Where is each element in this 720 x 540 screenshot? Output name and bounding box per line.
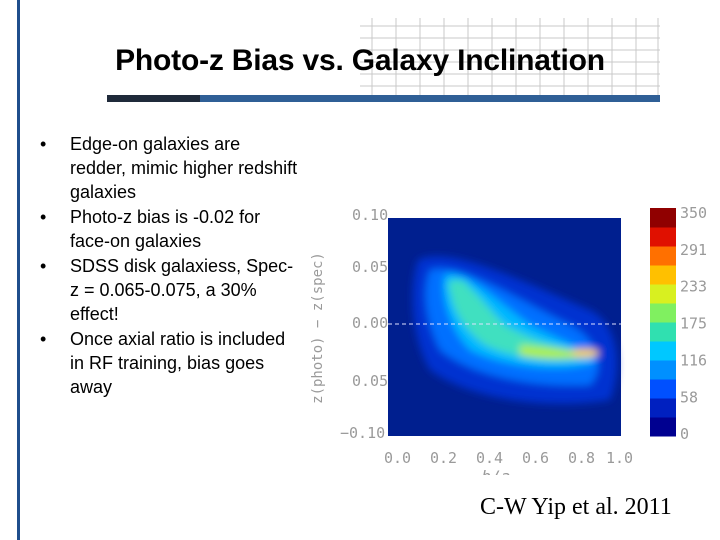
colorbar-tick-label: 233: [680, 278, 707, 296]
bullet-item: • SDSS disk galaxiess, Spec-z = 0.065-0.0…: [40, 256, 294, 324]
bullet-glyph: •: [40, 207, 47, 227]
title-underline-dark: [107, 95, 200, 102]
colorbar-tick-label: 58: [680, 388, 698, 406]
slide-title: Photo-z Bias vs. Galaxy Inclination: [115, 44, 605, 77]
x-axis-label: b/a: [482, 467, 511, 475]
colorbar-segment: [650, 284, 676, 304]
x-tick-label: 0.6: [522, 449, 549, 467]
colorbar-segment: [650, 303, 676, 323]
colorbar-segment: [650, 265, 676, 285]
colorbar-segment: [650, 341, 676, 361]
inclination-bias-heatmap: 350 291 233 175 116 58 0 0.10 0.05 0.00 0.05 −…: [310, 204, 707, 475]
density-contours: [412, 256, 617, 404]
y-tick-label: 0.05: [352, 258, 388, 276]
colorbar-segment: [650, 322, 676, 342]
colorbar: 350 291 233 175 116 58 0: [650, 204, 707, 443]
x-tick-label: 0.8: [568, 449, 595, 467]
x-tick-label: 0.4: [476, 449, 503, 467]
colorbar-segment: [650, 360, 676, 380]
bullet-item: • Edge-on galaxies are redder, mimic high…: [40, 134, 298, 202]
colorbar-segment: [650, 227, 676, 247]
bullet-glyph: •: [40, 329, 47, 349]
x-tick-label: 0.2: [430, 449, 457, 467]
decorative-grid: [360, 18, 660, 102]
colorbar-segment: [650, 379, 676, 399]
y-axis-label: z(photo) − z(spec): [310, 252, 326, 404]
x-tick-label: 1.0: [606, 449, 633, 467]
bullet-item: • Photo-z bias is -0.02 for face-on galax…: [40, 207, 261, 251]
x-tick-label: 0.0: [384, 449, 411, 467]
colorbar-tick-label: 175: [680, 315, 707, 333]
bullet-list: • Edge-on galaxies are redder, mimic high…: [40, 132, 300, 400]
citation: C-W Yip et al. 2011: [480, 494, 672, 520]
left-margin-rule: [0, 0, 23, 540]
colorbar-segment: [650, 398, 676, 418]
y-tick-label: 0.00: [352, 314, 388, 332]
colorbar-segment: [650, 417, 676, 437]
y-tick-label: −0.10: [340, 424, 385, 442]
colorbar-tick-label: 116: [680, 351, 707, 369]
bullet-glyph: •: [40, 134, 47, 154]
bullet-item: • Once axial ratio is included in RF trai…: [40, 329, 286, 397]
colorbar-tick-label: 291: [680, 241, 707, 259]
colorbar-tick-label: 0: [680, 425, 689, 443]
bullet-glyph: •: [40, 256, 47, 276]
y-tick-label: 0.05: [352, 372, 388, 390]
title-underline-blue: [200, 95, 660, 102]
colorbar-tick-label: 350: [680, 204, 707, 222]
y-tick-label: 0.10: [352, 206, 388, 224]
colorbar-segment: [650, 208, 676, 228]
colorbar-segment: [650, 246, 676, 266]
